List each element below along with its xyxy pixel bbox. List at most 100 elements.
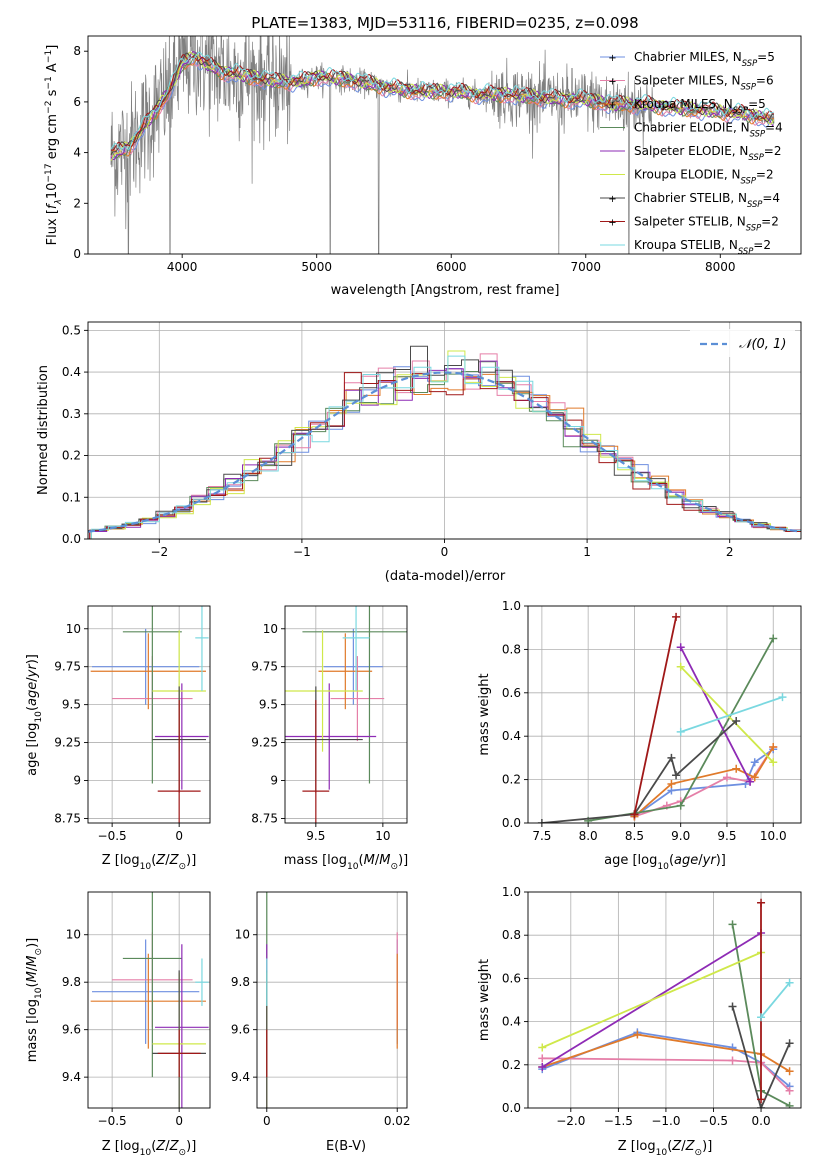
weight-marker-salpeter_stelib: [672, 612, 681, 621]
y-tick-label: 9.8: [231, 975, 250, 989]
weight-marker-salpeter_elodie: [746, 777, 755, 786]
x-tick-label: 6000: [436, 260, 467, 274]
weight-marker-salpeter_miles: [728, 1056, 737, 1065]
y-tick-label: 0.4: [62, 365, 81, 379]
weight-marker-kroupa_elodie: [769, 758, 778, 767]
weight-marker-salpeter_stelib: [757, 1095, 766, 1104]
x-tick-label: −0.5: [98, 1114, 127, 1128]
y-tick-label: 9.4: [231, 1070, 250, 1084]
y-tick-label: 9.5: [259, 698, 278, 712]
y-tick-label: 10: [66, 622, 81, 636]
x-tick-label: 8.5: [625, 829, 644, 843]
x-tick-label: 8000: [705, 260, 736, 274]
legend-label-chabrier_elodie: Chabrier ELODIE, NSSP=4: [634, 121, 783, 139]
x-tick-label: 0: [175, 829, 183, 843]
gaussian-reference-line: [88, 371, 801, 533]
x-tick-label: 9.0: [671, 829, 690, 843]
legend-marker: +: [608, 194, 616, 205]
y-tick-label: 9.25: [54, 736, 81, 750]
x-axis-label: Z [log10(Z/Z⊙)]: [618, 1139, 713, 1158]
x-tick-label: −2: [150, 545, 168, 559]
x-tick-label: 0: [441, 545, 449, 559]
weight-marker-kroupa_miles: [732, 764, 741, 773]
weight-line-kroupa_miles: [542, 1033, 791, 1073]
plot-area: [88, 345, 801, 539]
x-tick-label: 4000: [167, 260, 198, 274]
x-tick-label: −1.0: [651, 1114, 680, 1128]
chart-title: PLATE=1383, MJD=53116, FIBERID=0235, z=0…: [251, 14, 638, 32]
weight-marker-chabrier_elodie: [785, 1101, 794, 1108]
panel-weight_vs_age: 7.5 8.0 8.5 9.0 9.5 10.0 0.0 0.2 0.4 0.6 0.8 1.0 age…: [477, 599, 802, 872]
y-tick-label: 0.2: [502, 773, 521, 787]
y-tick-label: 1.0: [502, 885, 521, 899]
weight-marker-salpeter_miles: [538, 1054, 547, 1063]
x-tick-label: −0.5: [98, 829, 127, 843]
weight-marker-kroupa_stelib: [785, 978, 794, 987]
axes-frame: [87, 35, 802, 255]
weight-marker-chabrier_stelib: [537, 819, 546, 823]
plot-area: [537, 612, 787, 823]
weight-line-chabrier_stelib: [731, 1006, 791, 1108]
y-tick-label: 0: [73, 247, 81, 261]
y-tick-label: 0.5: [62, 323, 81, 337]
y-tick-label: 1.0: [502, 599, 521, 613]
weight-line-salpeter_miles: [634, 746, 774, 818]
x-tick-label: 2: [726, 545, 734, 559]
y-tick-label: 9.8: [62, 975, 81, 989]
weight-marker-kroupa_stelib: [757, 1013, 766, 1022]
weight-marker-kroupa_miles: [633, 1030, 642, 1039]
legend-label-kroupa_stelib: Kroupa STELIB, NSSP=2: [634, 238, 771, 256]
weight-marker-kroupa_stelib: [778, 693, 787, 702]
weight-marker-kroupa_elodie: [538, 1043, 547, 1052]
y-tick-label: 0.2: [502, 1058, 521, 1072]
axes-frame: [527, 891, 802, 1109]
legend-label-salpeter_miles: Salpeter MILES, NSSP=6: [634, 74, 774, 92]
legend-label-chabrier_miles: Chabrier MILES, NSSP=5: [634, 50, 775, 68]
legend-label-gaussian: 𝒩(0, 1): [739, 337, 786, 352]
y-tick-label: 0.0: [502, 1101, 521, 1115]
y-axis-label: age [log10(age/yr)]: [25, 654, 44, 776]
weight-line-kroupa_stelib: [760, 982, 791, 1018]
panel-age_vs_Z: −0.5 0 8.75 9 9.25 9.5 9.75 10 Z [log10(Z/Z⊙)] ag…: [25, 605, 211, 872]
residual-hist-salpeter_elodie: [89, 360, 801, 539]
x-tick-label: 10: [375, 829, 390, 843]
x-tick-label: 9.5: [717, 829, 736, 843]
weight-marker-salpeter_stelib: [630, 810, 639, 819]
y-tick-label: 9.75: [54, 660, 81, 674]
weight-line-kroupa_elodie: [541, 951, 762, 1049]
x-tick-label: −2.0: [556, 1114, 585, 1128]
plot-area: [90, 606, 209, 823]
y-tick-label: 8.75: [54, 811, 81, 825]
axes-frame: [87, 605, 211, 824]
x-axis-label: (data-model)/error: [385, 569, 506, 584]
x-tick-label: 0.02: [384, 1114, 411, 1128]
spectrum-model-kroupa_stelib: [110, 51, 775, 150]
x-axis-label: mass [log10(M/M⊙)]: [284, 853, 408, 872]
y-tick-label: 9.4: [62, 1070, 81, 1084]
x-tick-label: −0.5: [699, 1114, 728, 1128]
x-axis-label: Z [log10(Z/Z⊙)]: [102, 853, 197, 872]
axes-frame: [87, 891, 211, 1109]
x-axis-label: age [log10(age/yr)]: [604, 853, 726, 872]
panel-mass_vs_Z: −0.5 0 9.4 9.6 9.8 10 Z [log10(Z/Z⊙)] mass [log…: [25, 891, 211, 1158]
x-axis-label: wavelength [Angstrom, rest frame]: [331, 283, 560, 298]
plot-area: [90, 892, 209, 1108]
weight-marker-chabrier_miles: [750, 758, 759, 767]
y-tick-label: 10: [235, 928, 250, 942]
weight-marker-chabrier_stelib: [728, 1002, 737, 1011]
y-tick-label: 0.0: [62, 532, 81, 546]
legend-label-kroupa_elodie: Kroupa ELODIE, NSSP=2: [634, 168, 774, 186]
legend-label-chabrier_stelib: Chabrier STELIB, NSSP=4: [634, 191, 780, 209]
y-tick-label: 9.25: [251, 736, 278, 750]
x-tick-label: 0: [175, 1114, 183, 1128]
y-tick-label: 9.6: [62, 1023, 81, 1037]
y-axis-label: mass weight: [477, 673, 492, 755]
panel-age_vs_mass: 9.5 10 8.75 9 9.25 9.5 9.75 10 mass [log10(M/M⊙)…: [251, 605, 408, 872]
weight-marker-kroupa_stelib: [676, 727, 685, 736]
axes-frame: [284, 605, 408, 824]
y-axis-label: mass weight: [477, 959, 492, 1041]
x-tick-label: 7000: [570, 260, 601, 274]
y-tick-label: 9: [270, 774, 278, 788]
axes-frame: [256, 891, 408, 1109]
